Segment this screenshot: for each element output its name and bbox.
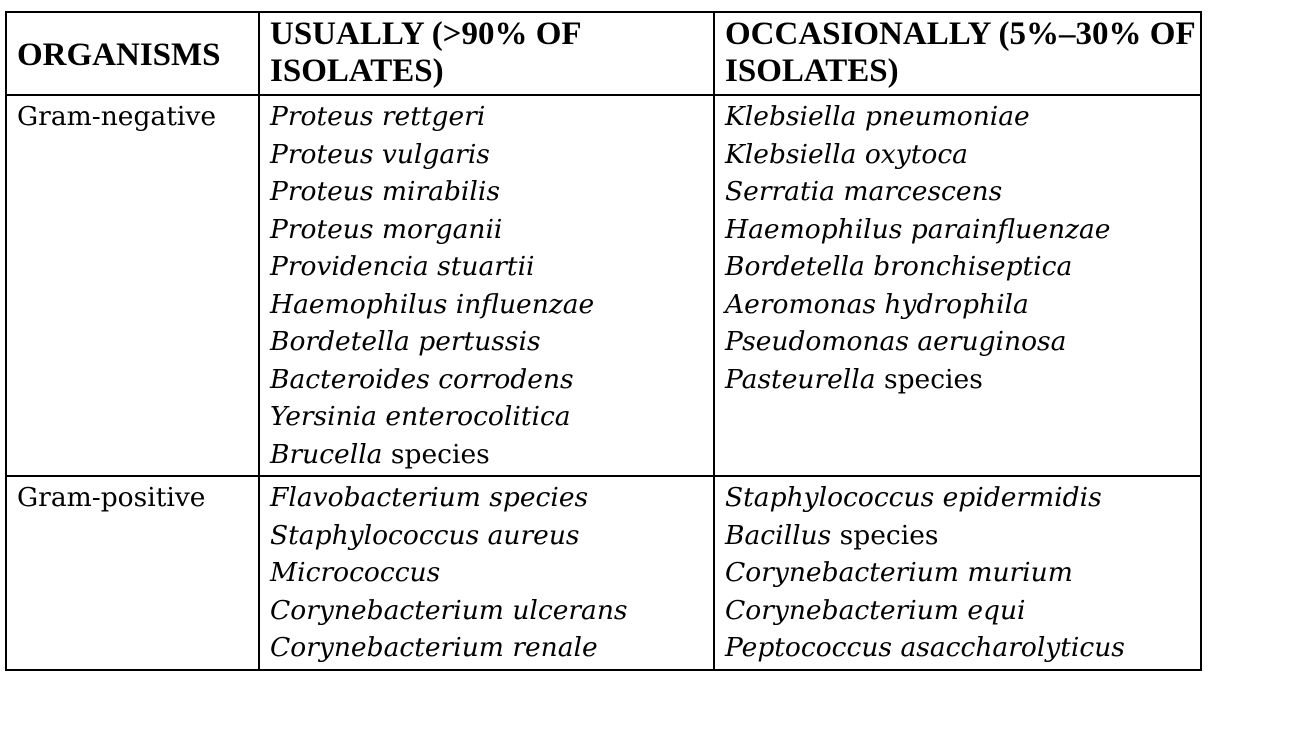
organism-entry: Pseudomonas aeruginosa	[725, 326, 1067, 357]
organism-entry: Bacteroides corrodens	[270, 363, 574, 395]
organism-entry: Staphylococcus aureus	[270, 519, 580, 551]
organism-entry: Yersinia enterocolitica	[270, 401, 571, 432]
organism-entry: Haemophilus parainfluenzae	[725, 213, 1111, 245]
organisms-table: ORGANISMS USUALLY (>90% OF ISOLATES) OCC…	[5, 11, 1202, 671]
organism-entry: Micrococcus	[270, 557, 441, 588]
organism-entry: Aeromonas hydrophila	[725, 288, 1029, 320]
occasionally-list: Staphylococcus epidermidis Bacillus spec…	[713, 475, 1202, 671]
table-row-gram-negative: Gram-negative Proteus rettgeri Proteus v…	[5, 94, 1202, 477]
group-label: Gram-negative	[5, 94, 260, 477]
header-occasionally: OCCASIONALLY (5%–30% OF ISOLATES)	[713, 11, 1202, 96]
organism-entry: Staphylococcus epidermidis	[725, 482, 1102, 513]
organism-entry: Serratia marcescens	[725, 176, 1003, 207]
organism-entry: Bacillus species	[725, 519, 939, 551]
table-row-gram-positive: Gram-positive Flavobacterium species Sta…	[5, 475, 1202, 671]
organism-entry: Peptococcus asaccharolyticus	[725, 632, 1125, 663]
header-usually: USUALLY (>90% OF ISOLATES)	[258, 11, 715, 96]
organism-entry: Bordetella pertussis	[270, 326, 541, 357]
group-label: Gram-positive	[5, 475, 260, 671]
organism-entry: Proteus vulgaris	[270, 138, 490, 170]
organism-entry: Proteus morganii	[270, 213, 503, 245]
organism-entry: Proteus rettgeri	[270, 101, 486, 132]
organism-entry: Haemophilus influenzae	[270, 288, 595, 320]
organism-entry: Brucella species	[270, 438, 490, 470]
organism-entry: Klebsiella pneumoniae	[725, 101, 1030, 132]
organism-entry: Corynebacterium equi	[725, 594, 1026, 626]
organism-entry: Proteus mirabilis	[270, 176, 500, 207]
organism-entry: Klebsiella oxytoca	[725, 138, 968, 170]
usually-list: Proteus rettgeri Proteus vulgaris Proteu…	[258, 94, 715, 477]
organism-entry: Flavobacterium species	[270, 482, 589, 513]
header-organisms: ORGANISMS	[5, 11, 260, 96]
organism-entry: Corynebacterium ulcerans	[270, 594, 628, 626]
header-row: ORGANISMS USUALLY (>90% OF ISOLATES) OCC…	[5, 11, 1202, 96]
organism-entry: Corynebacterium murium	[725, 557, 1073, 588]
organism-entry: Corynebacterium renale	[270, 632, 598, 663]
organism-entry: Bordetella bronchiseptica	[725, 251, 1073, 282]
occasionally-list: Klebsiella pneumoniae Klebsiella oxytoca…	[713, 94, 1202, 477]
usually-list: Flavobacterium species Staphylococcus au…	[258, 475, 715, 671]
organism-entry: Pasteurella species	[725, 363, 983, 395]
organism-entry: Providencia stuartii	[270, 251, 535, 282]
